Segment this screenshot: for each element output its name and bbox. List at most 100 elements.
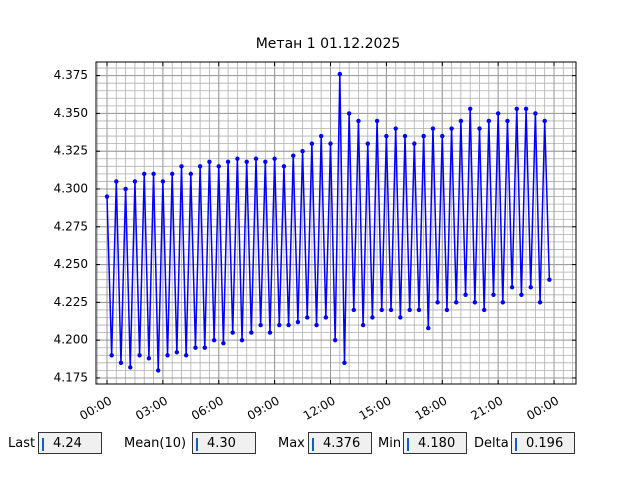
y-tick-label: 4.175 — [54, 370, 88, 384]
data-point — [146, 356, 152, 361]
data-point — [356, 118, 361, 124]
stat-value[interactable]: 0.196 — [511, 432, 575, 454]
y-tick-label: 4.200 — [54, 333, 88, 347]
data-point — [486, 118, 492, 124]
data-point — [305, 315, 310, 320]
data-point — [412, 141, 417, 146]
data-point — [193, 345, 198, 350]
data-point — [481, 307, 487, 313]
data-point — [291, 153, 296, 158]
data-point — [230, 330, 235, 335]
data-point — [421, 133, 426, 139]
data-line — [106, 74, 551, 371]
data-point — [332, 337, 338, 343]
y-tick-label: 4.225 — [54, 295, 88, 309]
x-tick-label: 15:00 — [357, 394, 394, 423]
data-point — [174, 350, 180, 355]
data-point — [207, 159, 212, 164]
stat-label: Delta — [474, 436, 509, 451]
data-point — [472, 300, 478, 305]
data-point — [458, 118, 464, 124]
data-point — [365, 141, 370, 146]
stat-value[interactable]: 4.180 — [403, 432, 467, 454]
data-point — [374, 118, 380, 124]
data-point — [318, 133, 324, 139]
data-point — [263, 159, 268, 164]
data-point — [454, 300, 459, 305]
data-point — [132, 179, 138, 184]
data-point — [505, 118, 510, 124]
plot-frame — [95, 61, 577, 385]
data-point — [398, 315, 403, 320]
data-point — [547, 277, 552, 282]
data-point — [183, 353, 189, 358]
data-point — [249, 330, 254, 335]
data-point — [444, 307, 450, 313]
data-point — [202, 345, 207, 350]
data-point — [123, 186, 128, 192]
data-point — [323, 315, 329, 320]
data-point — [221, 340, 226, 346]
x-tick-label: 12:00 — [301, 394, 338, 423]
data-point — [328, 141, 333, 146]
stat-label: Last — [8, 436, 36, 451]
y-tick-label: 4.275 — [54, 219, 88, 233]
y-tick-label: 4.325 — [54, 144, 88, 158]
data-point — [281, 164, 287, 169]
data-point — [500, 300, 505, 305]
data-point — [114, 179, 119, 184]
stat-label: Min — [378, 436, 402, 451]
data-point — [216, 164, 221, 169]
data-point — [151, 171, 156, 177]
stat-value[interactable]: 4.24 — [38, 432, 102, 454]
data-point — [533, 111, 538, 116]
data-point — [258, 322, 263, 328]
data-point — [165, 353, 170, 358]
chart: Метан 1 01.12.2025 4.175 4.200 4.225 4.250 4… — [54, 36, 577, 423]
stat-value[interactable]: 4.376 — [308, 432, 372, 454]
data-point — [463, 292, 468, 298]
data-point — [468, 106, 473, 112]
data-point — [169, 171, 175, 177]
data-point — [360, 322, 366, 328]
data-point — [253, 156, 259, 161]
y-tick-label: 4.375 — [54, 68, 88, 82]
x-tick-label: 18:00 — [413, 394, 450, 423]
data-point — [528, 285, 533, 290]
data-point — [379, 307, 384, 313]
data-point — [197, 164, 203, 169]
data-point — [519, 292, 524, 298]
x-tick-label: 09:00 — [245, 394, 282, 423]
x-tick-label: 03:00 — [133, 394, 170, 423]
data-point — [225, 159, 231, 164]
data-point — [300, 148, 305, 154]
data-point — [104, 194, 110, 199]
data-point — [542, 118, 547, 124]
data-point — [514, 106, 519, 112]
data-point — [239, 337, 245, 343]
data-point — [440, 133, 445, 139]
x-tick-label: 21:00 — [468, 394, 505, 423]
data-point — [156, 368, 161, 373]
data-point — [109, 353, 114, 358]
data-point — [314, 322, 319, 328]
data-point — [272, 156, 277, 161]
data-point — [388, 307, 394, 313]
stat-label: Max — [278, 436, 305, 451]
stat-value[interactable]: 4.30 — [192, 432, 256, 454]
y-tick-label: 4.350 — [54, 106, 88, 120]
data-point — [211, 337, 217, 343]
data-point — [402, 133, 408, 139]
data-point — [267, 330, 273, 335]
data-point — [235, 156, 240, 161]
data-point — [137, 353, 142, 358]
data-point — [393, 126, 398, 131]
data-point — [426, 325, 431, 331]
y-tick-label: 4.300 — [54, 181, 88, 195]
stat-label: Mean(10) — [124, 436, 187, 451]
chart-title: Метан 1 01.12.2025 — [256, 36, 401, 52]
data-point — [351, 307, 356, 313]
data-point — [435, 300, 440, 305]
data-point — [286, 322, 291, 328]
x-tick-label: 00:00 — [524, 394, 561, 423]
